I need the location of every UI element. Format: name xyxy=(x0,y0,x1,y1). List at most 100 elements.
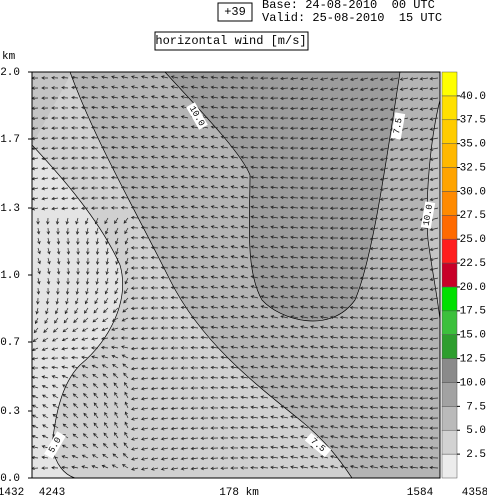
wind-arrow xyxy=(140,165,149,169)
wind-arrow xyxy=(379,375,389,380)
wind-arrow xyxy=(240,235,249,239)
wind-arrow xyxy=(61,75,69,80)
wind-arrow xyxy=(429,327,439,331)
wind-arrow xyxy=(124,237,129,245)
wind-arrow xyxy=(61,455,69,459)
wind-arrow xyxy=(100,105,109,110)
wind-arrow xyxy=(42,337,49,342)
wind-arrow xyxy=(91,85,99,90)
wind-arrow xyxy=(71,465,79,469)
wind-arrow xyxy=(220,95,229,100)
wind-arrow xyxy=(140,286,149,290)
wind-arrow xyxy=(160,155,169,159)
wind-arrow xyxy=(37,277,41,285)
chart-title: horizontal wind [m/s] xyxy=(155,34,306,48)
wind-arrow xyxy=(111,85,119,89)
wind-arrow xyxy=(359,266,369,271)
wind-arrow xyxy=(150,276,159,280)
wind-arrow xyxy=(140,296,149,300)
wind-arrow xyxy=(310,375,319,379)
wind-arrow xyxy=(103,432,109,439)
wind-arrow xyxy=(150,235,159,240)
wind-arrow xyxy=(124,391,129,399)
wind-arrow xyxy=(170,265,179,270)
wind-arrow xyxy=(180,346,189,350)
wind-arrow xyxy=(41,347,49,351)
wind-arrow xyxy=(230,165,239,169)
wind-arrow xyxy=(210,165,219,169)
wind-arrow xyxy=(66,247,71,255)
wind-arrow xyxy=(250,355,259,359)
wind-arrow xyxy=(120,125,129,129)
wind-arrow xyxy=(379,306,389,311)
wind-arrow xyxy=(61,136,69,140)
colorbar-label: 27.5 xyxy=(460,210,486,222)
wind-arrow xyxy=(91,105,99,110)
wind-arrow xyxy=(220,215,229,219)
wind-arrow xyxy=(419,117,429,121)
wind-arrow xyxy=(220,375,229,380)
wind-arrow xyxy=(270,355,279,359)
wind-arrow xyxy=(230,105,239,110)
wind-arrow xyxy=(429,396,439,401)
wind-arrow xyxy=(319,107,329,111)
wind-arrow xyxy=(130,155,139,160)
wind-arrow xyxy=(210,275,219,279)
wind-arrow xyxy=(379,77,389,81)
wind-arrow xyxy=(250,205,259,209)
wind-arrow xyxy=(46,277,51,285)
wind-arrow xyxy=(51,156,59,161)
wind-arrow xyxy=(290,395,299,399)
wind-arrow xyxy=(80,176,89,180)
wind-arrow xyxy=(130,95,139,99)
wind-arrow xyxy=(93,392,99,399)
wind-arrow xyxy=(180,225,189,229)
wind-arrow xyxy=(260,235,269,239)
wind-arrow xyxy=(130,165,139,170)
wind-arrow xyxy=(113,432,119,439)
wind-arrow xyxy=(180,75,189,79)
wind-arrow xyxy=(280,435,289,439)
wind-arrow xyxy=(389,157,399,162)
wind-arrow xyxy=(41,356,49,361)
wind-arrow xyxy=(41,156,49,161)
wind-arrow xyxy=(190,406,199,410)
wind-arrow xyxy=(419,445,429,450)
wind-arrow xyxy=(200,416,209,420)
wind-arrow xyxy=(349,246,359,251)
wind-arrow xyxy=(280,335,289,339)
wind-arrow xyxy=(170,436,179,441)
wind-arrow xyxy=(419,247,429,251)
wind-arrow xyxy=(250,335,259,339)
wind-arrow xyxy=(230,185,239,189)
wind-arrow xyxy=(250,195,259,199)
wind-arrow xyxy=(270,205,279,209)
wind-arrow xyxy=(349,395,359,399)
wind-arrow xyxy=(140,95,149,99)
wind-arrow xyxy=(120,336,129,340)
wind-arrow xyxy=(220,275,229,279)
wind-arrow xyxy=(429,317,439,321)
wind-arrow xyxy=(180,85,189,89)
wind-arrow xyxy=(369,77,379,81)
wind-arrow xyxy=(170,115,179,119)
wind-arrow xyxy=(230,335,239,339)
wind-arrow xyxy=(190,305,199,310)
wind-arrow xyxy=(102,373,109,379)
wind-arrow xyxy=(339,147,349,151)
wind-arrow xyxy=(220,416,229,420)
wind-arrow xyxy=(339,196,349,201)
wind-arrow xyxy=(82,374,89,379)
y-tick-label: 1.3 xyxy=(0,203,20,215)
wind-arrow xyxy=(130,85,139,89)
wind-arrow xyxy=(280,305,289,309)
wind-arrow xyxy=(150,85,159,89)
wind-arrow xyxy=(210,265,219,269)
wind-arrow xyxy=(102,453,109,459)
wind-arrow xyxy=(330,415,339,419)
wind-arrow xyxy=(309,166,319,171)
wind-arrow xyxy=(52,394,59,399)
wind-arrow xyxy=(140,205,149,210)
wind-arrow xyxy=(93,412,99,419)
wind-arrow xyxy=(329,216,339,220)
